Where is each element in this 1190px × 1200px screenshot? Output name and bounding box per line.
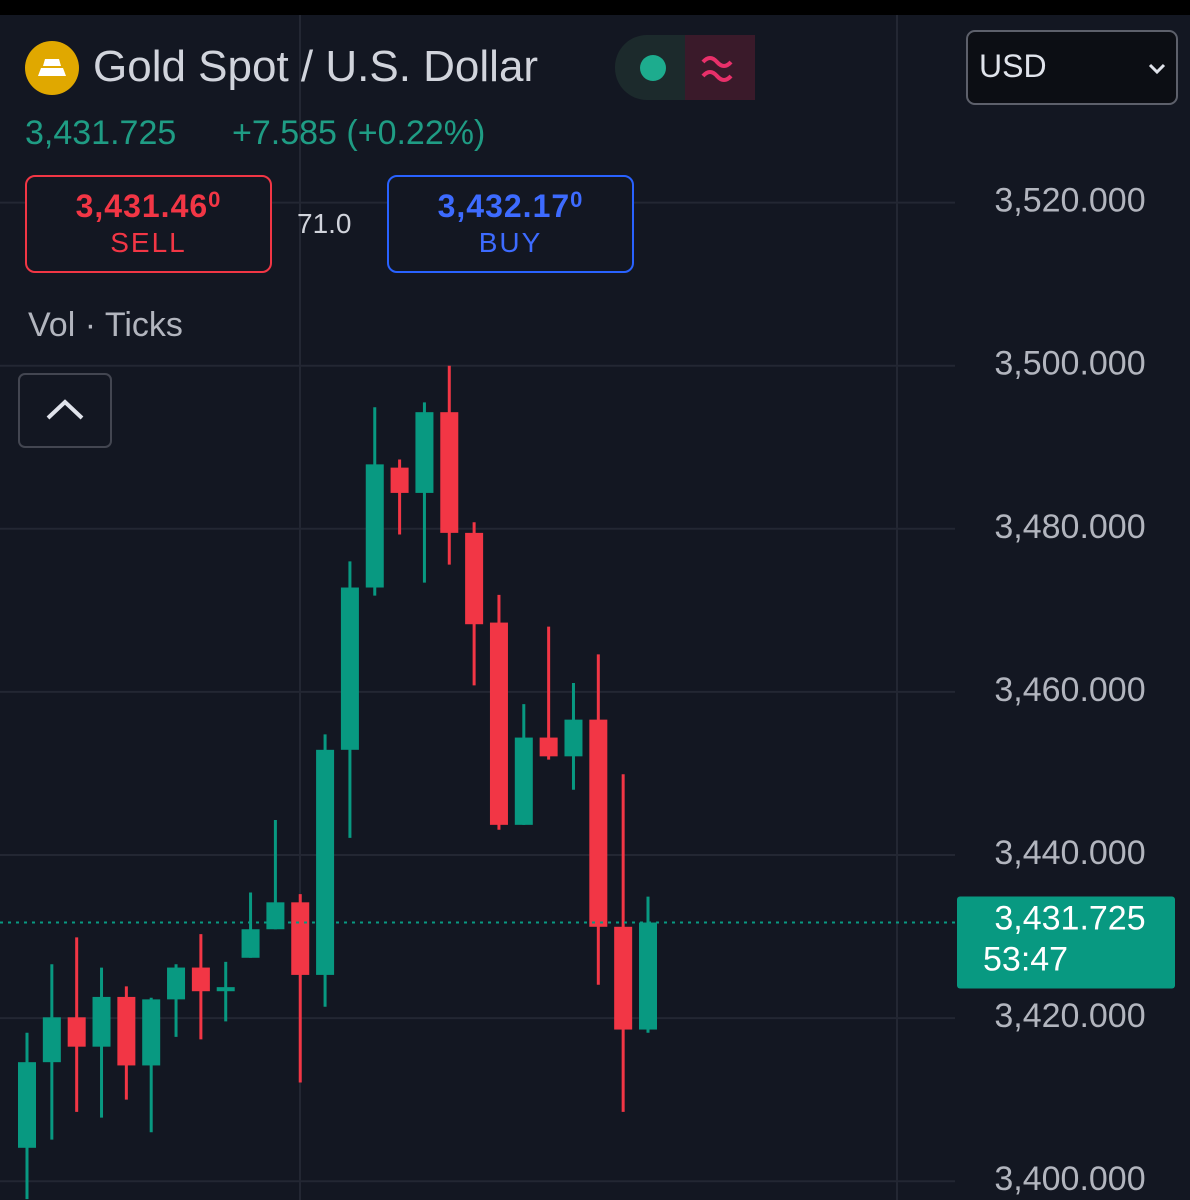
buy-price: 3,432.17 bbox=[437, 188, 571, 224]
spread: 71.0 bbox=[297, 208, 352, 239]
currency-select[interactable] bbox=[966, 30, 1178, 105]
toggle-right[interactable] bbox=[685, 35, 755, 100]
y-tick-label: 3,400.000 bbox=[994, 1160, 1145, 1198]
candle-body bbox=[266, 902, 285, 930]
candle-body bbox=[316, 749, 335, 975]
candle-body bbox=[340, 587, 359, 750]
chevron-up bbox=[46, 399, 84, 420]
candle-body bbox=[291, 902, 310, 975]
candle-body bbox=[117, 996, 136, 1066]
last-price-label: 3,431.725 bbox=[994, 899, 1145, 937]
sell-button[interactable]: 3,431.460 SELL bbox=[25, 175, 272, 273]
candle-body bbox=[67, 1017, 86, 1047]
y-tick-label: 3,500.000 bbox=[994, 345, 1145, 383]
gold-bars bbox=[38, 59, 66, 76]
y-tick-label: 3,520.000 bbox=[994, 182, 1145, 220]
currency[interactable]: USD bbox=[979, 48, 1047, 84]
candle-body bbox=[489, 622, 508, 825]
candle-body bbox=[365, 464, 384, 588]
candle-body bbox=[539, 737, 558, 757]
candle-body bbox=[639, 922, 657, 1030]
y-tick-label: 3,440.000 bbox=[994, 834, 1145, 872]
candle-body bbox=[564, 719, 583, 757]
buy-label: BUY bbox=[478, 227, 543, 258]
candle-body bbox=[440, 412, 459, 533]
title: Gold Spot / U.S. Dollar bbox=[93, 42, 539, 91]
y-tick-label: 3,480.000 bbox=[994, 508, 1145, 546]
candle-body bbox=[167, 967, 186, 1000]
top-bar bbox=[0, 0, 1190, 15]
y-tick-label: 3,420.000 bbox=[994, 997, 1145, 1035]
collapse-button[interactable] bbox=[18, 373, 112, 448]
candle-body bbox=[415, 412, 434, 493]
candle-body bbox=[42, 1017, 61, 1063]
countdown: 53:47 bbox=[983, 940, 1068, 978]
buy-button[interactable]: 3,432.170 BUY bbox=[387, 175, 634, 273]
candle-body bbox=[614, 926, 633, 1030]
candle-body bbox=[92, 996, 111, 1047]
wave-icon bbox=[701, 56, 733, 82]
candle-body bbox=[18, 1062, 36, 1148]
candle-body bbox=[465, 532, 484, 625]
candle-body bbox=[589, 719, 608, 927]
change: +7.585 (+0.22%) bbox=[232, 114, 486, 152]
sell-label: SELL bbox=[110, 227, 187, 258]
buy-fraction: 0 bbox=[570, 187, 584, 212]
dropdown-arrow bbox=[1148, 63, 1166, 75]
y-tick-label: 3,460.000 bbox=[994, 671, 1145, 709]
candle-body bbox=[142, 999, 161, 1066]
candle-body bbox=[216, 987, 235, 992]
status-dot bbox=[640, 55, 666, 81]
candle-body bbox=[191, 967, 210, 992]
candle-body bbox=[514, 737, 533, 825]
last-price-box bbox=[957, 896, 1175, 989]
sell-fraction: 0 bbox=[208, 187, 222, 212]
candle-body bbox=[241, 929, 260, 958]
indicator-label: Vol · Ticks bbox=[28, 306, 183, 344]
price: 3,431.725 bbox=[25, 114, 177, 152]
sell-price: 3,431.46 bbox=[75, 188, 209, 224]
candle-body bbox=[390, 467, 409, 493]
